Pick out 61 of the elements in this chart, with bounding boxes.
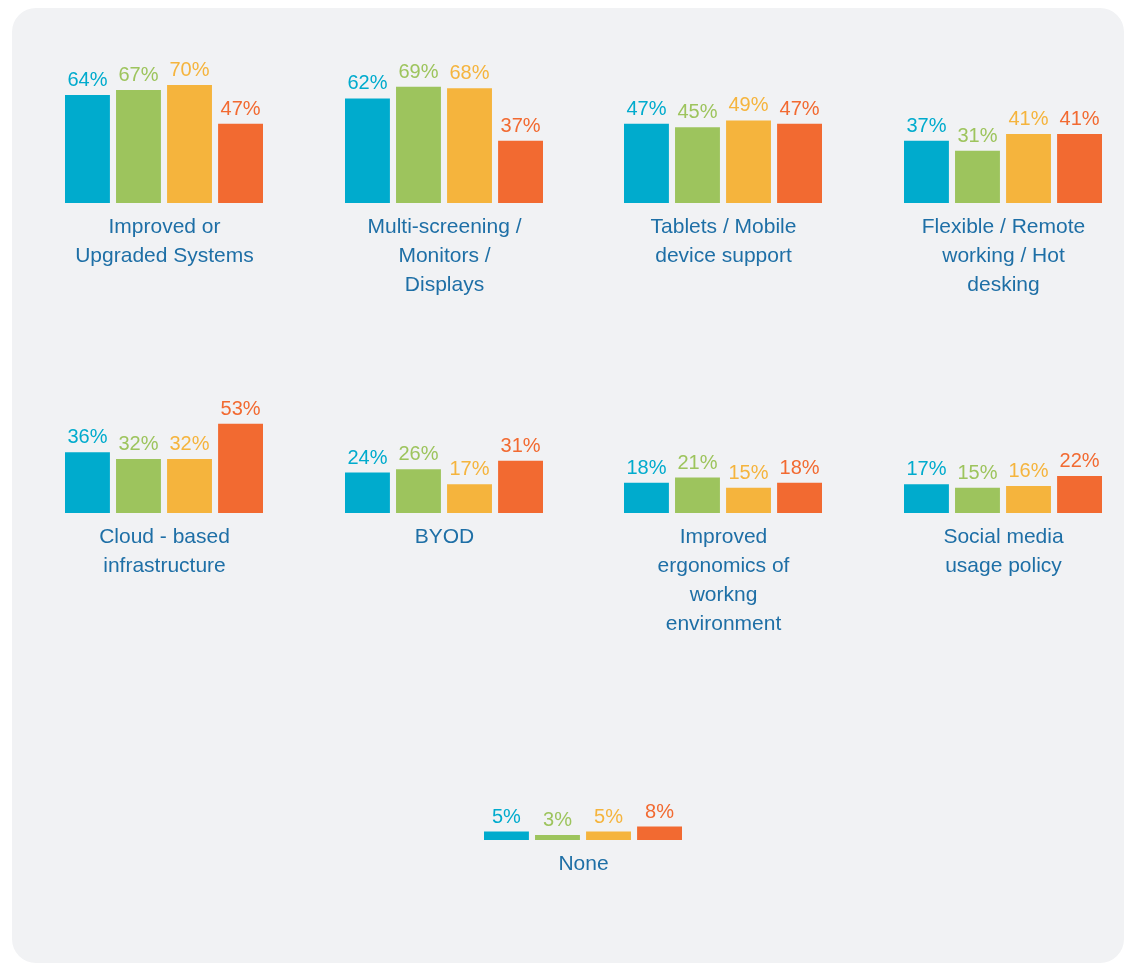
data-label: 68% xyxy=(449,61,490,84)
data-label: 26% xyxy=(397,442,439,465)
data-label: 21% xyxy=(677,450,718,473)
x-axis-title: Flexible / Remote working / Hot desking xyxy=(921,213,1085,295)
bar xyxy=(954,487,1000,513)
data-label: 62% xyxy=(346,71,388,94)
x-axis-title: Social media usage policy xyxy=(942,523,1064,576)
data-label: 47% xyxy=(779,96,820,119)
x-axis-title: Improved ergonomics of workng environment xyxy=(657,523,790,634)
bar xyxy=(497,460,543,513)
data-label: 22% xyxy=(1059,448,1100,471)
data-label: 3% xyxy=(543,807,573,830)
bar xyxy=(116,90,161,203)
bar xyxy=(903,484,949,513)
data-label: 49% xyxy=(728,93,769,116)
data-label: 41% xyxy=(1008,106,1049,129)
bar xyxy=(395,86,441,203)
data-label: 32% xyxy=(118,432,159,455)
bar xyxy=(497,140,543,203)
data-label: 8% xyxy=(645,799,675,822)
bar xyxy=(167,85,212,203)
data-label: 47% xyxy=(626,96,667,119)
bar xyxy=(1056,475,1102,513)
data-label: 36% xyxy=(67,425,108,448)
data-label: 16% xyxy=(1008,459,1049,482)
data-label: 5% xyxy=(492,804,522,827)
data-label: 37% xyxy=(500,113,541,136)
data-label: 37% xyxy=(905,113,947,136)
bar xyxy=(395,469,441,513)
data-label: 5% xyxy=(594,804,624,827)
data-label: 67% xyxy=(118,63,159,86)
bar xyxy=(446,88,492,203)
data-label: 24% xyxy=(346,445,388,468)
data-label: 47% xyxy=(220,96,261,119)
data-label: 69% xyxy=(397,59,439,82)
x-axis-title: BYOD xyxy=(414,523,474,547)
bar xyxy=(344,98,390,203)
bar xyxy=(344,472,390,513)
x-axis-title: Multi-screening / Monitors / Displays xyxy=(366,213,522,295)
data-label: 64% xyxy=(67,68,108,91)
bar xyxy=(446,484,492,513)
bar xyxy=(1005,486,1051,513)
data-label: 17% xyxy=(449,457,490,480)
data-label: 17% xyxy=(905,457,947,480)
bar xyxy=(218,123,263,203)
data-label: 32% xyxy=(169,432,210,455)
data-label: 31% xyxy=(500,433,541,456)
data-label: 18% xyxy=(626,455,667,478)
bar xyxy=(65,95,110,203)
data-label: 15% xyxy=(728,460,769,483)
data-label: 15% xyxy=(956,460,998,483)
x-axis-title: Improved or Upgraded Systems xyxy=(75,213,254,266)
data-label: 53% xyxy=(220,396,261,419)
data-label: 45% xyxy=(677,100,718,123)
data-label: 41% xyxy=(1059,106,1100,129)
x-axis-title: Cloud - based infrastructure xyxy=(99,523,230,576)
data-label: 31% xyxy=(956,123,998,146)
x-axis-title: None xyxy=(558,850,609,874)
data-label: 70% xyxy=(169,58,210,80)
data-label: 18% xyxy=(779,455,820,478)
x-axis-title: Tablets / Mobile device support xyxy=(650,213,797,266)
